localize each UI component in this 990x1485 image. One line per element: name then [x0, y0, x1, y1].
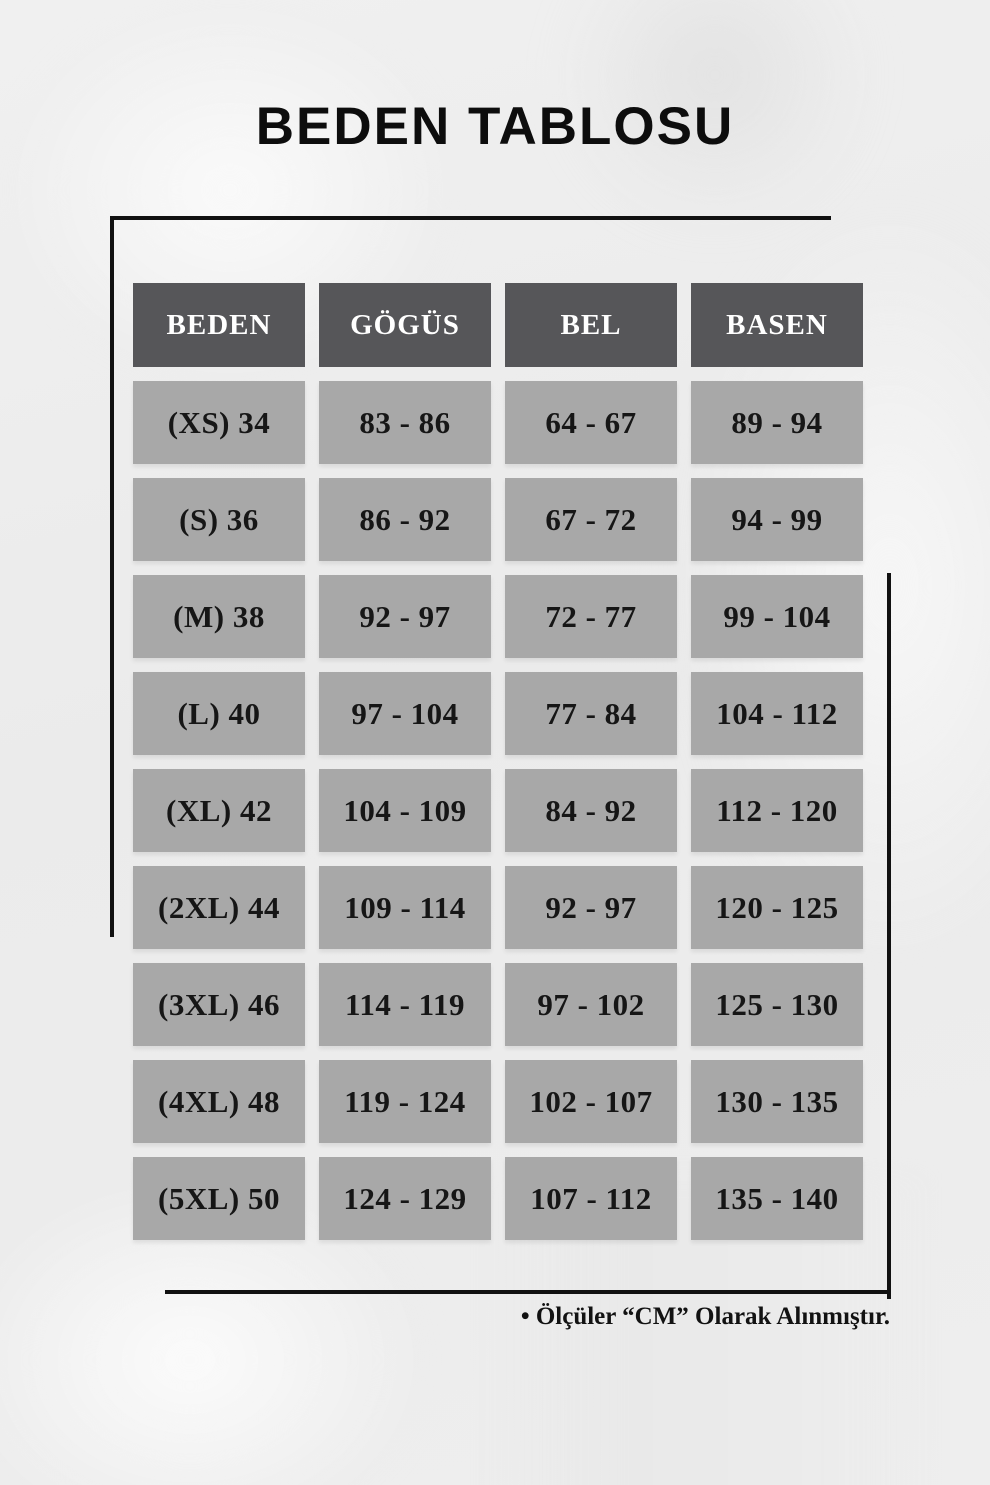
- measurement-cell: 125 - 130: [691, 963, 863, 1046]
- measurement-cell: 97 - 104: [319, 672, 491, 755]
- size-label-cell: (5XL) 50: [133, 1157, 305, 1240]
- header-cell-col4: BASEN: [691, 283, 863, 367]
- measurement-cell: 92 - 97: [319, 575, 491, 658]
- measurement-note: • Ölçüler “CM” Olarak Alınmıştır.: [520, 1303, 890, 1330]
- measurement-cell: 77 - 84: [505, 672, 677, 755]
- measurement-cell: 97 - 102: [505, 963, 677, 1046]
- frame-line-right: [887, 573, 891, 1299]
- header-cell-col2: GÖGÜS: [319, 283, 491, 367]
- measurement-cell: 104 - 112: [691, 672, 863, 755]
- measurement-cell: 84 - 92: [505, 769, 677, 852]
- measurement-cell: 99 - 104: [691, 575, 863, 658]
- page-title: BEDEN TABLOSU: [255, 97, 735, 156]
- size-label-cell: (S) 36: [133, 478, 305, 561]
- measurement-cell: 92 - 97: [505, 866, 677, 949]
- measurement-cell: 104 - 109: [319, 769, 491, 852]
- measurement-cell: 67 - 72: [505, 478, 677, 561]
- measurement-cell: 120 - 125: [691, 866, 863, 949]
- measurement-cell: 94 - 99: [691, 478, 863, 561]
- frame-line-top: [110, 216, 831, 220]
- header-cell-col1: BEDEN: [133, 283, 305, 367]
- size-label-cell: (3XL) 46: [133, 963, 305, 1046]
- frame-line-left: [110, 216, 114, 937]
- measurement-cell: 114 - 119: [319, 963, 491, 1046]
- size-label-cell: (M) 38: [133, 575, 305, 658]
- size-label-cell: (4XL) 48: [133, 1060, 305, 1143]
- frame-line-bottom: [165, 1290, 891, 1294]
- measurement-cell: 130 - 135: [691, 1060, 863, 1143]
- measurement-cell: 72 - 77: [505, 575, 677, 658]
- measurement-cell: 135 - 140: [691, 1157, 863, 1240]
- measurement-cell: 107 - 112: [505, 1157, 677, 1240]
- size-label-cell: (XL) 42: [133, 769, 305, 852]
- measurement-cell: 89 - 94: [691, 381, 863, 464]
- size-label-cell: (L) 40: [133, 672, 305, 755]
- header-cell-col3: BEL: [505, 283, 677, 367]
- measurement-cell: 64 - 67: [505, 381, 677, 464]
- size-label-cell: (2XL) 44: [133, 866, 305, 949]
- measurement-cell: 83 - 86: [319, 381, 491, 464]
- measurement-cell: 86 - 92: [319, 478, 491, 561]
- size-label-cell: (XS) 34: [133, 381, 305, 464]
- measurement-cell: 102 - 107: [505, 1060, 677, 1143]
- measurement-cell: 109 - 114: [319, 866, 491, 949]
- measurement-cell: 124 - 129: [319, 1157, 491, 1240]
- measurement-cell: 119 - 124: [319, 1060, 491, 1143]
- measurement-cell: 112 - 120: [691, 769, 863, 852]
- size-table: BEDEN GÖGÜS BEL BASEN (XS) 34 83 - 86 64 - 67 8…: [133, 283, 863, 1240]
